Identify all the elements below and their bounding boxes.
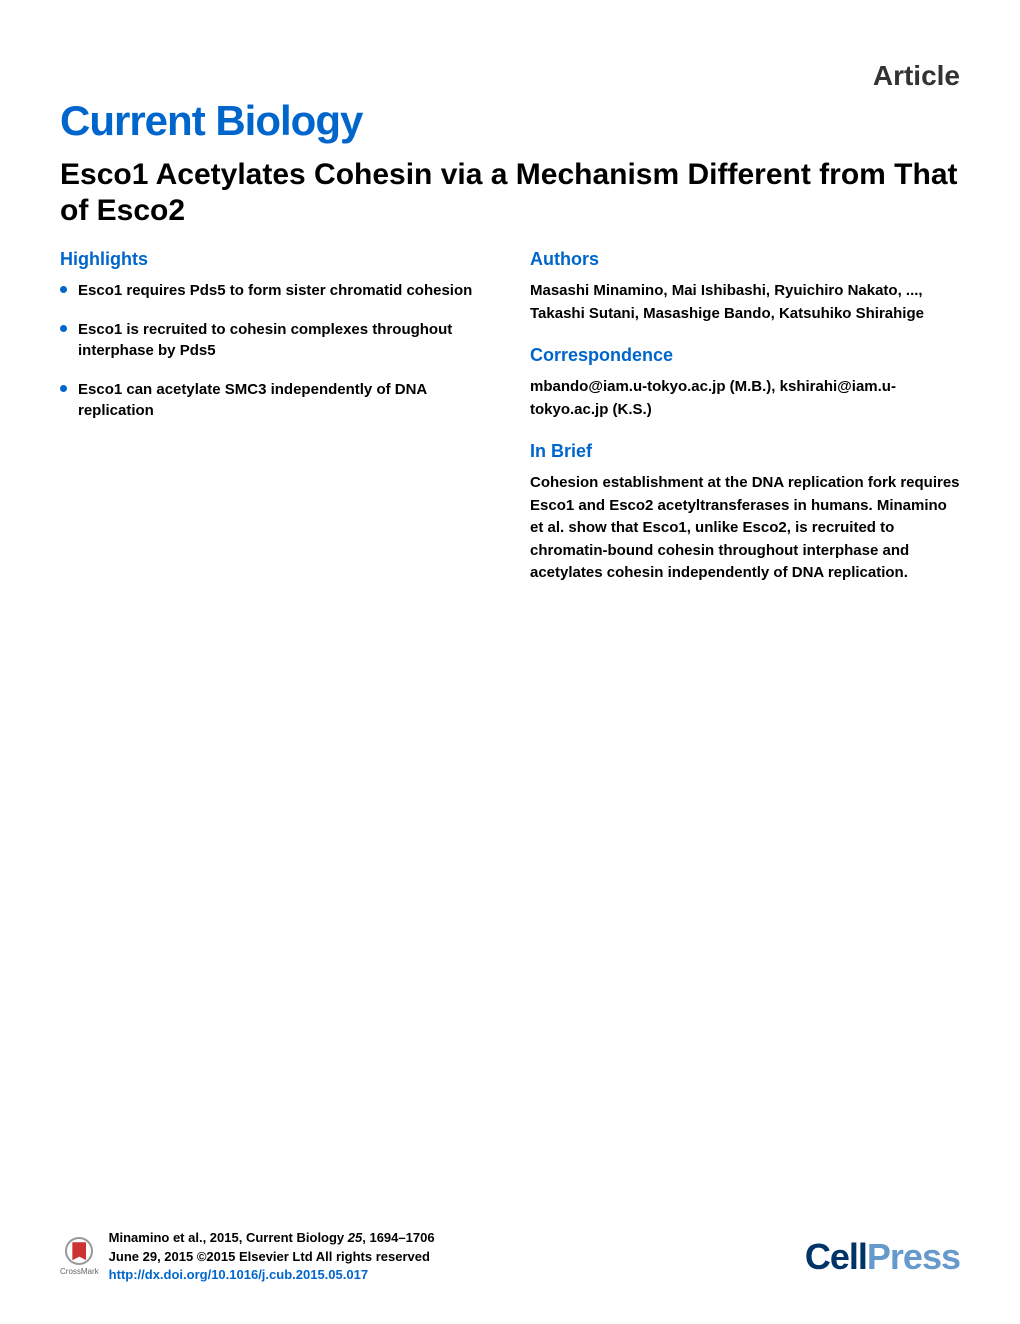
citation-prefix: Minamino et al., 2015, Current Biology [109, 1230, 348, 1245]
highlight-item: Esco1 requires Pds5 to form sister chrom… [60, 280, 490, 301]
right-column: Authors Masashi Minamino, Mai Ishibashi,… [530, 249, 960, 585]
correspondence-text: mbando@iam.u-tokyo.ac.jp (M.B.), kshirah… [530, 376, 960, 421]
crossmark-icon [65, 1237, 93, 1265]
crossmark-label: CrossMark [60, 1267, 99, 1276]
left-column: Highlights Esco1 requires Pds5 to form s… [60, 249, 490, 585]
citation-pages: , 1694–1706 [362, 1230, 434, 1245]
content-columns: Highlights Esco1 requires Pds5 to form s… [60, 249, 960, 585]
crossmark-badge[interactable]: CrossMark [60, 1237, 99, 1276]
citation-doi-link[interactable]: http://dx.doi.org/10.1016/j.cub.2015.05.… [109, 1266, 435, 1284]
citation-block: Minamino et al., 2015, Current Biology 2… [109, 1229, 435, 1284]
footer-left: CrossMark Minamino et al., 2015, Current… [60, 1229, 435, 1284]
article-title: Esco1 Acetylates Cohesin via a Mechanism… [60, 157, 960, 229]
cellpress-cell-text: Cell [805, 1236, 867, 1277]
cellpress-press-text: Press [867, 1236, 960, 1277]
cellpress-logo: CellPress [805, 1236, 960, 1278]
inbrief-heading: In Brief [530, 441, 960, 462]
highlights-heading: Highlights [60, 249, 490, 270]
authors-text: Masashi Minamino, Mai Ishibashi, Ryuichi… [530, 280, 960, 325]
correspondence-heading: Correspondence [530, 345, 960, 366]
footer: CrossMark Minamino et al., 2015, Current… [60, 1229, 960, 1284]
citation-line1: Minamino et al., 2015, Current Biology 2… [109, 1229, 435, 1247]
journal-name: Current Biology [60, 97, 960, 145]
highlight-item: Esco1 is recruited to cohesin complexes … [60, 319, 490, 361]
article-type-label: Article [60, 60, 960, 92]
highlight-item: Esco1 can acetylate SMC3 independently o… [60, 379, 490, 421]
authors-heading: Authors [530, 249, 960, 270]
citation-volume: 25 [348, 1230, 362, 1245]
highlights-list: Esco1 requires Pds5 to form sister chrom… [60, 280, 490, 421]
citation-line2: June 29, 2015 ©2015 Elsevier Ltd All rig… [109, 1248, 435, 1266]
inbrief-text: Cohesion establishment at the DNA replic… [530, 472, 960, 585]
